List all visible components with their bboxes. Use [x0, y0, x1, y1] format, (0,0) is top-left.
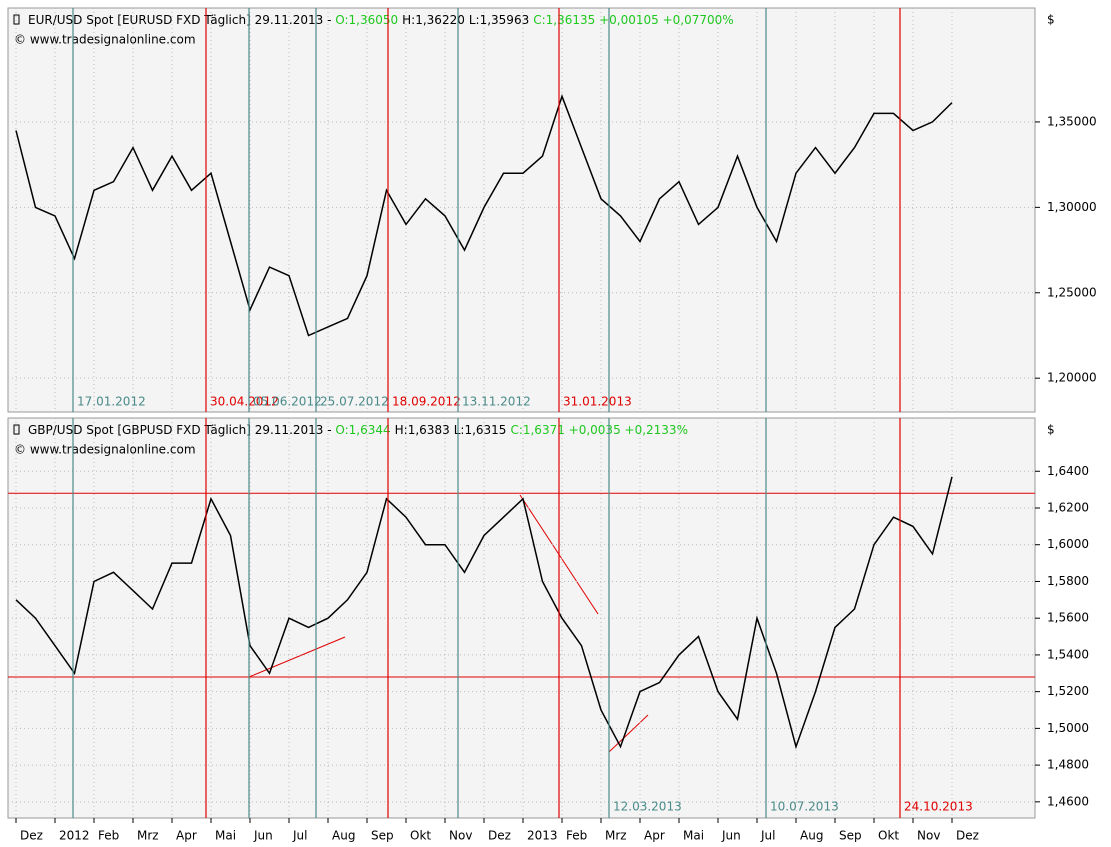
y-tick-label: 1,25000: [1047, 285, 1097, 299]
event-label: 30.04.2012: [210, 395, 279, 409]
currency-label: $: [1047, 13, 1055, 27]
header-title: GBP/USD Spot [GBPUSD FXD Täglich] 29.11.…: [28, 423, 335, 437]
panel-header: EUR/USD Spot [EURUSD FXD Täglich] 29.11.…: [28, 13, 734, 27]
event-label: 17.01.2012: [77, 395, 146, 409]
header-high: H:1,6383: [395, 423, 450, 437]
x-tick-label: 2013: [527, 829, 558, 843]
source: © www.tradesignalonline.com: [14, 443, 196, 457]
x-tick-label: Feb: [566, 829, 587, 843]
header-icon: [13, 14, 20, 25]
x-tick-label: Nov: [917, 829, 940, 843]
x-tick-label: Dez: [20, 829, 43, 843]
event-label: 24.10.2013: [904, 800, 973, 814]
trend-line: [608, 714, 649, 753]
x-tick-label: 2012: [59, 829, 90, 843]
x-tick-label: Okt: [410, 829, 431, 843]
header-close: C:1,36135 +0,00105 +0,07700%: [533, 13, 733, 27]
panel-1: [7, 7, 1036, 413]
price-line: [15, 476, 953, 750]
event-label: 10.07.2013: [770, 800, 839, 814]
x-tick-label: Aug: [800, 829, 823, 843]
panel-2: [7, 417, 1036, 819]
y-tick-label: 1,30000: [1047, 200, 1097, 214]
x-tick-label: Dez: [488, 829, 511, 843]
price-line: [15, 94, 953, 337]
event-label: 05.06.2012: [253, 395, 322, 409]
header-low: L:1,35963: [469, 13, 529, 27]
x-tick-label: Jun: [721, 829, 741, 843]
x-tick-label: Mrz: [137, 829, 159, 843]
y-tick-label: 1,6200: [1047, 500, 1089, 514]
y-tick-label: 1,4800: [1047, 758, 1089, 772]
y-tick-label: 1,35000: [1047, 114, 1097, 128]
header-open: O:1,36050: [335, 13, 398, 27]
header-icon: [13, 424, 20, 435]
x-tick-label: Jun: [253, 829, 273, 843]
x-tick-label: Okt: [878, 829, 899, 843]
y-tick-label: 1,6400: [1047, 464, 1089, 478]
x-tick-label: Mai: [215, 829, 236, 843]
header-close: C:1,6371 +0,0035 +0,2133%: [510, 423, 688, 437]
trend-line: [248, 636, 346, 678]
header-high: H:1,36220: [402, 13, 465, 27]
y-tick-label: 1,5600: [1047, 611, 1089, 625]
event-label: 13.11.2012: [462, 395, 531, 409]
source: © www.tradesignalonline.com: [14, 33, 196, 47]
y-tick-label: 1,5400: [1047, 647, 1089, 661]
currency-label: $: [1047, 423, 1055, 437]
event-label: 31.01.2013: [563, 395, 632, 409]
event-label: 25.07.2012: [320, 395, 389, 409]
x-tick-label: Sep: [839, 829, 862, 843]
event-label: 18.09.2012: [392, 395, 461, 409]
x-tick-label: Aug: [332, 829, 355, 843]
header-title: EUR/USD Spot [EURUSD FXD Täglich] 29.11.…: [28, 13, 335, 27]
header-low: L:1,6315: [454, 423, 507, 437]
y-tick-label: 1,5000: [1047, 721, 1089, 735]
x-tick-label: Jul: [292, 829, 307, 843]
x-tick-label: Jul: [760, 829, 775, 843]
x-tick-label: Dez: [956, 829, 979, 843]
y-tick-label: 1,5800: [1047, 574, 1089, 588]
event-label: 12.03.2013: [613, 800, 682, 814]
panel-header: GBP/USD Spot [GBPUSD FXD Täglich] 29.11.…: [28, 423, 688, 437]
y-tick-label: 1,4600: [1047, 794, 1089, 808]
x-tick-label: Feb: [98, 829, 119, 843]
x-tick-label: Mrz: [605, 829, 627, 843]
y-tick-label: 1,6000: [1047, 537, 1089, 551]
header-open: O:1,6344: [335, 423, 390, 437]
x-tick-label: Apr: [176, 829, 197, 843]
x-tick-label: Apr: [644, 829, 665, 843]
x-tick-label: Mai: [683, 829, 704, 843]
y-tick-label: 1,5200: [1047, 684, 1089, 698]
x-tick-label: Sep: [371, 829, 394, 843]
y-tick-label: 1,20000: [1047, 371, 1097, 385]
x-tick-label: Nov: [449, 829, 472, 843]
